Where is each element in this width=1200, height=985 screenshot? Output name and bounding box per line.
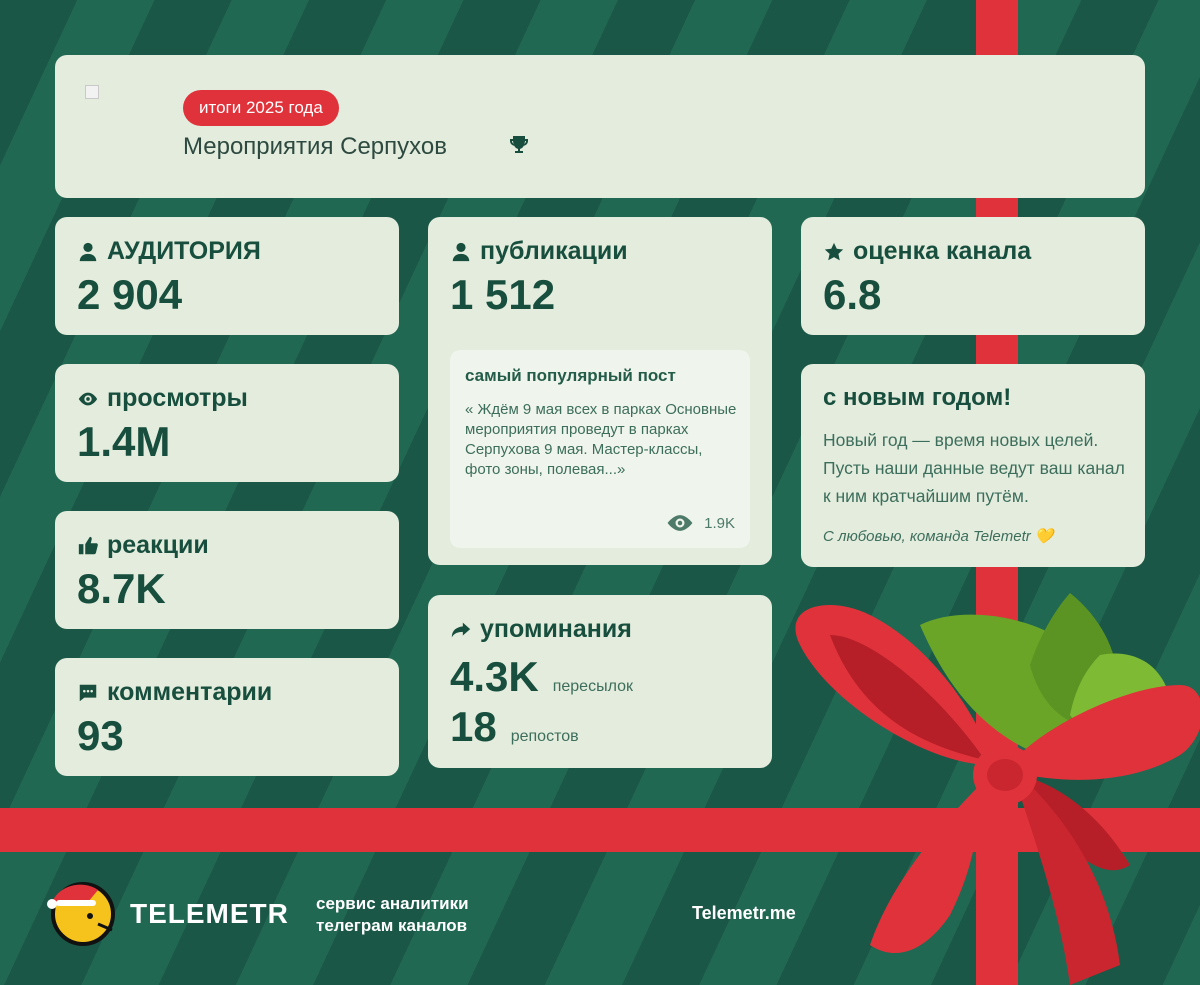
mentions-card: упоминания 4.3K пересылок 18 репостов	[428, 595, 772, 768]
share-arrow-icon	[451, 622, 471, 637]
reposts-label: репостов	[510, 728, 579, 745]
telemetr-mascot-logo	[47, 882, 115, 946]
comments-label: комментарии	[107, 678, 273, 706]
thumbs-up-icon	[78, 536, 98, 554]
comment-icon	[79, 684, 97, 701]
new-year-title: с новым годом!	[823, 384, 1012, 411]
publications-card: публикации 1 512 самый популярный пост «…	[428, 217, 772, 565]
forwards-label: пересылок	[552, 678, 633, 695]
new-year-card: с новым годом! Новый год — время новых ц…	[801, 364, 1145, 567]
telemetr-logo-text: TELEMETR	[130, 898, 289, 929]
new-year-signature: С любовью, команда Telemetr 💛	[823, 528, 1054, 545]
popular-post-text: « Ждём 9 мая всех в парках Основные меро…	[465, 401, 737, 478]
reactions-label: реакции	[107, 531, 209, 559]
user-icon	[452, 242, 470, 261]
publications-value: 1 512	[450, 271, 556, 318]
trophy-icon	[510, 136, 528, 153]
year-badge: итоги 2025 года	[183, 90, 339, 126]
footer-tagline: сервис аналитики телеграм каналов	[316, 893, 469, 937]
rating-card: оценка канала 6.8	[801, 217, 1145, 335]
mentions-label: упоминания	[480, 615, 632, 643]
header-card: итоги 2025 года Мероприятия Серпухов	[55, 55, 1145, 198]
publications-label: публикации	[480, 237, 628, 265]
views-card: просмотры 1.4M	[55, 364, 399, 482]
reposts-value: 18	[450, 703, 497, 750]
comments-card: комментарии 93	[55, 658, 399, 776]
rating-label: оценка канала	[853, 237, 1032, 265]
channel-avatar	[85, 85, 99, 99]
channel-name: Мероприятия Серпухов	[183, 133, 447, 160]
popular-post-views-value: 1.9K	[704, 514, 735, 532]
reposts-row: 18 репостов	[450, 703, 579, 751]
forwards-row: 4.3K пересылок	[450, 653, 633, 701]
footer-site-link[interactable]: Telemetr.me	[692, 903, 796, 923]
comments-value: 93	[77, 712, 124, 759]
audience-card: АУДИТОРИЯ 2 904	[55, 217, 399, 335]
popular-post-title: самый популярный пост	[465, 366, 676, 385]
reactions-value: 8.7K	[77, 565, 166, 612]
footer-tagline-line1: сервис аналитики	[316, 894, 469, 913]
footer-tagline-line2: телеграм каналов	[316, 916, 468, 935]
rating-value: 6.8	[823, 271, 882, 318]
views-value: 1.4M	[77, 418, 171, 465]
gift-bow-illustration	[795, 593, 1200, 985]
popular-post[interactable]: самый популярный пост « Ждём 9 мая всех …	[450, 350, 750, 548]
eye-icon	[667, 515, 693, 531]
star-icon	[824, 242, 844, 260]
views-label: просмотры	[107, 384, 248, 412]
reactions-card: реакции 8.7K	[55, 511, 399, 629]
popular-post-views: 1.9K	[666, 514, 735, 532]
eye-icon	[78, 392, 98, 405]
new-year-text: Новый год — время новых целей. Пусть наш…	[823, 430, 1125, 506]
audience-value: 2 904	[77, 271, 183, 318]
gift-ribbon-horizontal	[0, 808, 1200, 852]
forwards-value: 4.3K	[450, 653, 539, 700]
audience-label: АУДИТОРИЯ	[107, 237, 261, 265]
user-icon	[79, 242, 97, 261]
